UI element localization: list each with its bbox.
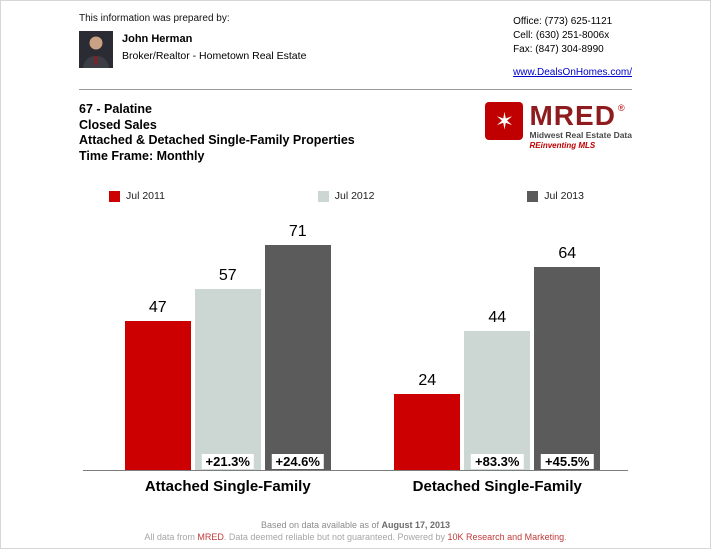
x-axis (83, 470, 628, 471)
footer-line2: All data from MRED. Data deemed reliable… (144, 532, 567, 542)
legend-swatch (109, 190, 120, 202)
footer-mred: MRED (197, 532, 224, 542)
bar (264, 245, 331, 470)
bar-column: 44 +83.3% (464, 218, 531, 470)
bar-group: 47 57 +21.3% 71 +24.6% (124, 218, 331, 470)
report-metric: Closed Sales (79, 117, 157, 132)
agent-block: This information was prepared by: John H… (79, 13, 306, 80)
prepared-by-label: This information was prepared by: (79, 13, 230, 24)
registered-mark: ® (617, 103, 625, 113)
mred-slogan: REinventing MLS (529, 141, 596, 150)
mred-logo: ✶ MRED ® Midwest Real Estate Data REinve… (485, 102, 632, 164)
category-labels-row: Attached Single-Family Detached Single-Fa… (79, 478, 632, 495)
agent-title: Broker/Realtor - Hometown Real Estate (122, 50, 307, 62)
contact-office: Office: (773) 625-1121 (513, 16, 613, 27)
footer-10k: 10K Research and Marketing (447, 532, 565, 542)
contact-cell: Cell: (630) 251-8006x (513, 30, 610, 41)
report-property-types: Attached & Detached Single-Family Proper… (79, 133, 355, 147)
bar (534, 267, 601, 470)
bars-row: 47 57 +21.3% 71 +24.6% 24 44 +83.3% 64 +45.5% (79, 218, 632, 470)
footer: Based on data available as of August 17,… (79, 519, 632, 543)
footer-line1: Based on data available as of August 17,… (260, 520, 451, 530)
legend-item: Jul 2012 (317, 190, 375, 202)
bar-column: 64 +45.5% (534, 218, 601, 470)
bar-column: 47 (124, 218, 191, 470)
header-divider (79, 89, 632, 90)
bar (124, 321, 191, 470)
bar (394, 394, 461, 470)
bar-chart: Jul 2011 Jul 2012 Jul 2013 47 57 +21.3% 71 +24… (79, 190, 632, 495)
legend-swatch (527, 190, 539, 202)
data-date: August 17, 2013 (381, 520, 451, 530)
bar (194, 289, 261, 470)
header: This information was prepared by: John H… (79, 1, 632, 80)
bar-column: 71 +24.6% (264, 218, 331, 470)
report-title: 67 - Palatine Closed Sales Attached & De… (79, 102, 355, 164)
bar-column: 24 (394, 218, 461, 470)
legend-label: Jul 2012 (334, 190, 375, 202)
category-label: Attached Single-Family (144, 478, 311, 495)
chart-legend: Jul 2011 Jul 2012 Jul 2013 (79, 190, 632, 202)
mred-wordmark: MRED (529, 100, 616, 131)
pct-change-label: +45.5% (541, 454, 594, 469)
agent-name: John Herman (122, 33, 193, 45)
pct-change-label: +83.3% (471, 454, 524, 469)
bar-group: 24 44 +83.3% 64 +45.5% (394, 218, 601, 470)
contact-fax: Fax: (847) 304-8990 (513, 44, 604, 55)
bar-value-label: 57 (218, 267, 237, 284)
pct-change-label: +24.6% (271, 454, 324, 469)
mred-tagline: Midwest Real Estate Data (529, 130, 632, 140)
title-row: 67 - Palatine Closed Sales Attached & De… (79, 102, 632, 164)
bar-value-label: 71 (288, 223, 307, 240)
bar-value-label: 44 (488, 309, 507, 326)
website-link[interactable]: www.DealsOnHomes.com/ (513, 67, 632, 78)
agent-photo (79, 31, 113, 68)
legend-item: Jul 2013 (527, 190, 584, 202)
pct-change-label: +21.3% (201, 454, 254, 469)
bar-column: 57 +21.3% (194, 218, 261, 470)
bar (464, 331, 531, 470)
legend-label: Jul 2011 (126, 190, 165, 202)
legend-label: Jul 2013 (544, 190, 584, 202)
legend-item: Jul 2011 (109, 190, 165, 202)
category-label: Detached Single-Family (412, 478, 582, 495)
report-area: 67 - Palatine (79, 102, 152, 116)
report-time-frame: Time Frame: Monthly (79, 148, 205, 163)
legend-swatch (317, 190, 329, 202)
contact-block: Office: (773) 625-1121 Cell: (630) 251-8… (513, 13, 632, 80)
bar-value-label: 24 (418, 372, 437, 389)
mred-star-icon: ✶ (485, 102, 524, 140)
bar-value-label: 64 (558, 245, 577, 262)
bar-value-label: 47 (148, 299, 167, 316)
